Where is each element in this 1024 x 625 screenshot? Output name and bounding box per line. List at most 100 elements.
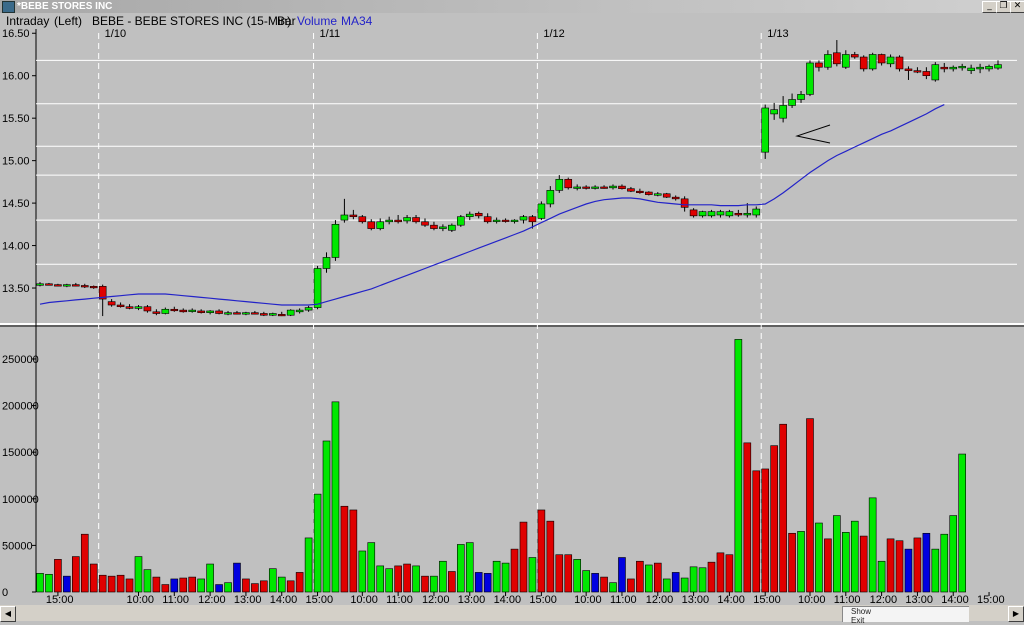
volume-bar	[331, 401, 340, 593]
axis-side-label: (Left)	[54, 14, 83, 28]
candle-body	[358, 216, 367, 223]
volume-tick-label: 100000	[2, 494, 39, 506]
volume-bar	[412, 565, 420, 593]
candle-body	[788, 99, 796, 106]
minimize-button[interactable]: _	[982, 1, 997, 13]
candle-body	[743, 212, 752, 216]
volume-tick-label: 200000	[2, 401, 39, 413]
volume-bar	[161, 584, 170, 593]
candle-body	[161, 308, 170, 314]
time-tick-label: 14:00	[717, 594, 745, 605]
volume-bar	[913, 537, 922, 593]
candle-body	[824, 54, 832, 68]
volume-bar	[251, 583, 259, 593]
volume-bar	[421, 575, 429, 593]
volume-bar	[457, 544, 465, 593]
scroll-left-button[interactable]: ◀	[0, 606, 16, 622]
candle-body	[940, 66, 949, 70]
volume-bar	[636, 560, 644, 593]
candle-body	[707, 211, 716, 217]
candle-body	[313, 268, 322, 308]
chart-area[interactable]: 16.50 16.00 15.50 15.00 14.50 14.00 13.50 25000…	[0, 13, 1024, 605]
candle-body	[653, 193, 662, 196]
volume-bar	[143, 569, 152, 593]
candle-body	[385, 219, 393, 223]
interval-label: Intraday	[6, 14, 50, 28]
candle-body	[600, 186, 608, 189]
restore-button[interactable]: ❐	[996, 1, 1011, 13]
app-icon	[2, 1, 15, 13]
candle-body	[215, 310, 223, 314]
volume-bar	[89, 563, 98, 593]
volume-bar	[80, 533, 89, 593]
horizontal-scrollbar[interactable]: ◀ ▶	[0, 605, 1024, 622]
volume-bar	[98, 574, 107, 593]
candle-body	[886, 56, 895, 65]
candle-body	[985, 66, 993, 70]
time-tick-label: 12:00	[646, 594, 674, 605]
volume-bar	[134, 556, 143, 593]
candle-body	[242, 312, 250, 315]
candle-body	[609, 185, 617, 189]
volume-bar	[528, 557, 537, 593]
volume-tick-label: 150000	[2, 447, 39, 459]
symbol-label: BEBE - BEBE STORES INC (15-Min)	[92, 14, 292, 28]
candle-body	[98, 286, 107, 300]
candle-body	[107, 301, 116, 306]
volume-bar	[859, 535, 868, 593]
price-tick-label: 15.50	[2, 113, 30, 125]
candle-body	[465, 213, 474, 217]
volume-bar	[125, 578, 134, 593]
volume-bar	[394, 565, 402, 593]
candle-body	[54, 284, 62, 287]
volume-bar	[286, 580, 295, 593]
volume-bar	[439, 560, 447, 593]
volume-bar	[752, 470, 761, 593]
price-tick-label: 15.00	[2, 156, 30, 168]
candle-body	[546, 190, 555, 205]
volume-bar	[698, 567, 707, 593]
window-title: *BEBE STORES INC	[17, 1, 113, 12]
time-tick-label: 15:00	[46, 594, 74, 605]
candle-body	[125, 306, 134, 309]
volume-bar	[170, 578, 179, 593]
volume-bar	[922, 532, 931, 593]
candle-body	[976, 66, 984, 70]
volume-bar	[268, 568, 277, 593]
candle-body	[537, 203, 546, 219]
volume-bar	[224, 582, 232, 593]
candle-body	[286, 309, 295, 316]
candle-body	[752, 208, 761, 216]
candle-body	[850, 54, 859, 58]
candle-body	[636, 190, 644, 194]
candle-body	[958, 66, 966, 69]
volume-bar	[591, 573, 599, 593]
price-tick-label: 13.50	[2, 283, 30, 295]
candle-body	[340, 214, 349, 221]
volume-bar	[188, 576, 197, 593]
title-bar: *BEBE STORES INC _ ❐ ✕	[0, 0, 1024, 13]
volume-bar	[197, 578, 205, 593]
volume-bar	[797, 531, 805, 593]
volume-bar	[152, 576, 161, 593]
time-tick-label: 12:00	[870, 594, 898, 605]
scroll-right-button[interactable]: ▶	[1008, 606, 1024, 622]
candle-body	[833, 52, 841, 65]
volume-bar	[645, 564, 653, 593]
candle-body	[367, 221, 376, 229]
menu-item-show[interactable]: Show	[851, 607, 872, 616]
close-button[interactable]: ✕	[1010, 1, 1024, 13]
candle-body	[761, 107, 770, 153]
candle-body	[457, 216, 465, 226]
annotation-arrow	[795, 124, 831, 144]
volume-bar	[779, 423, 787, 593]
volume-bar	[474, 572, 483, 593]
candle-body	[734, 212, 743, 216]
volume-bar	[403, 563, 411, 593]
candle-body	[224, 312, 232, 315]
time-tick-label: 15:00	[306, 594, 334, 605]
volume-bar	[850, 520, 859, 593]
volume-bar	[949, 515, 958, 593]
volume-bar	[313, 493, 322, 593]
candle-body	[904, 68, 913, 71]
